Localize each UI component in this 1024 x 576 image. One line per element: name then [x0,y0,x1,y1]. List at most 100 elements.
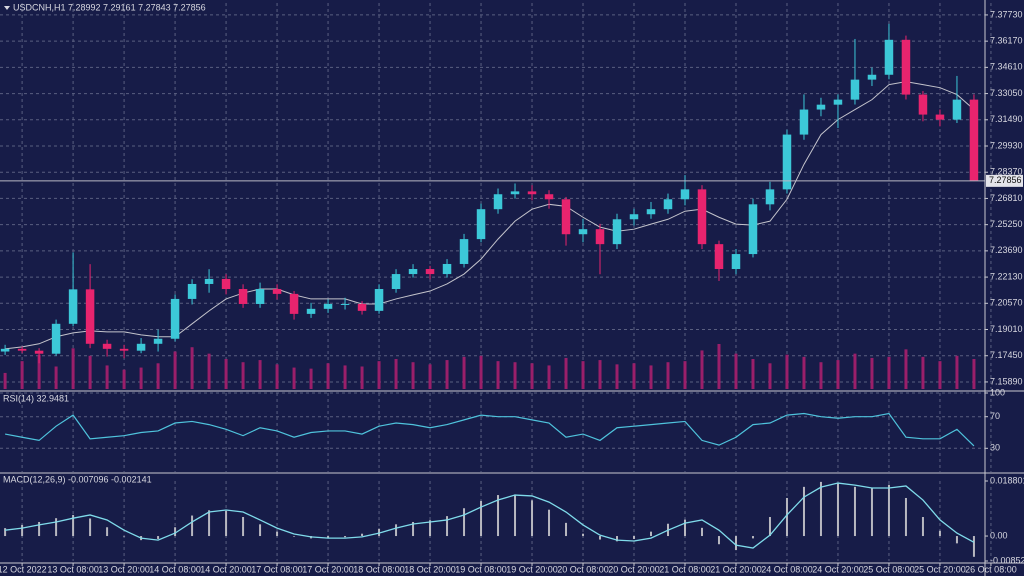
macd-histogram-bar [327,536,330,539]
y-tick-label: 7.20570 [990,298,1023,308]
volume-bar [700,350,704,389]
volume-bar [20,361,24,389]
volume-bar [615,364,619,389]
candle-body [255,289,265,304]
candle-body [153,338,163,344]
volume-bar [649,365,653,389]
volume-bar [734,353,738,389]
x-tick-label: 21 Oct 20:00 [710,564,762,574]
y-tick-label: 7.22130 [990,271,1023,281]
y-tick-label: 7.17450 [990,350,1023,360]
y-tick-label: 7.33050 [990,88,1023,98]
candle-body [357,303,367,311]
volume-bar [241,362,245,389]
y-tick-label: 7.37730 [990,9,1023,19]
volume-bar [54,366,58,389]
macd-histogram-bar [55,518,58,537]
x-tick-label: 20 Oct 08:00 [557,564,609,574]
candle-body [595,229,605,245]
candle-body [799,109,809,135]
x-tick-label: 24 Oct 20:00 [812,564,864,574]
x-tick-label: 19 Oct 08:00 [455,564,507,574]
candle-body [493,194,503,210]
candle-body [901,39,911,95]
macd-title: MACD(12,26,9) -0.007096 -0.002141 [3,474,152,484]
macd-histogram-bar [921,517,924,537]
macd-histogram-bar [616,536,619,542]
volume-bar [938,361,942,389]
volume-bar [904,349,908,389]
candle-body [289,293,299,314]
volume-bar [275,364,279,389]
candle-body [119,348,129,351]
macd-histogram-bar [853,486,856,537]
candle-body [340,303,350,305]
volume-bar [190,347,194,389]
macd-histogram-bar [938,530,941,537]
x-tick-label: 12 Oct 2022 [0,564,47,574]
candle-body [748,204,758,255]
macd-histogram-bar [531,500,534,537]
volume-bar [785,354,789,389]
candle-body [17,348,27,351]
x-tick-label: 25 Oct 08:00 [863,564,915,574]
volume-bar [632,363,636,389]
candle-body [918,94,928,115]
macd-histogram-bar [514,494,517,537]
volume-bar [598,360,602,389]
macd-histogram-bar [89,518,92,537]
x-tick-label: 17 Oct 08:00 [251,564,303,574]
candle-body [663,199,673,210]
x-tick-label: 14 Oct 20:00 [200,564,252,574]
candle-body [221,278,231,290]
candle-body [459,239,469,264]
volume-bar [853,353,857,389]
volume-bar [258,360,262,389]
volume-bar [870,357,874,389]
volume-bar [326,363,330,389]
macd-histogram-bar [497,495,500,537]
y-tick-label: 7.19010 [990,324,1023,334]
macd-histogram-bar [717,536,720,545]
macd-histogram-bar [395,524,398,537]
y-tick-label: 30 [990,443,1000,453]
macd-histogram-bar [700,527,703,537]
volume-bar [802,356,806,389]
y-tick-label: 0.018801 [990,475,1024,485]
macd-histogram-bar [599,536,602,540]
rsi-title: RSI(14) 32.9481 [3,393,69,403]
candle-body [0,348,10,352]
volume-bar [105,365,109,389]
candle-body [561,199,571,235]
volume-bar [768,363,772,389]
macd-histogram-bar [4,528,7,537]
candle-body [629,214,639,220]
macd-histogram-bar [904,497,907,537]
volume-bar [683,361,687,389]
volume-bar [292,367,296,389]
volume-bar [751,359,755,389]
macd-signal-line [5,482,975,549]
macd-histogram-bar [344,536,347,538]
macd-histogram-bar [72,514,75,537]
macd-histogram-bar [429,520,432,537]
candle-body [68,289,78,324]
x-tick-label: 13 Oct 20:00 [98,564,150,574]
candle-body [391,274,401,290]
macd-histogram-bar [259,524,262,537]
candle-body [85,289,95,344]
macd-histogram-bar [174,527,177,537]
macd-histogram-bar [480,500,483,537]
volume-bar [445,360,449,389]
candle-body [136,343,146,351]
y-tick-label: 7.36170 [990,36,1023,46]
macd-histogram-bar [870,487,873,537]
x-tick-label: 20 Oct 20:00 [608,564,660,574]
macd-histogram-bar [242,517,245,537]
symbol-menu-arrow[interactable] [4,6,10,10]
x-tick-label: 21 Oct 08:00 [659,564,711,574]
y-tick-label: 7.26810 [990,193,1023,203]
candle-body [527,191,537,195]
macd-histogram-bar [785,497,788,537]
macd-histogram-bar [225,510,228,537]
